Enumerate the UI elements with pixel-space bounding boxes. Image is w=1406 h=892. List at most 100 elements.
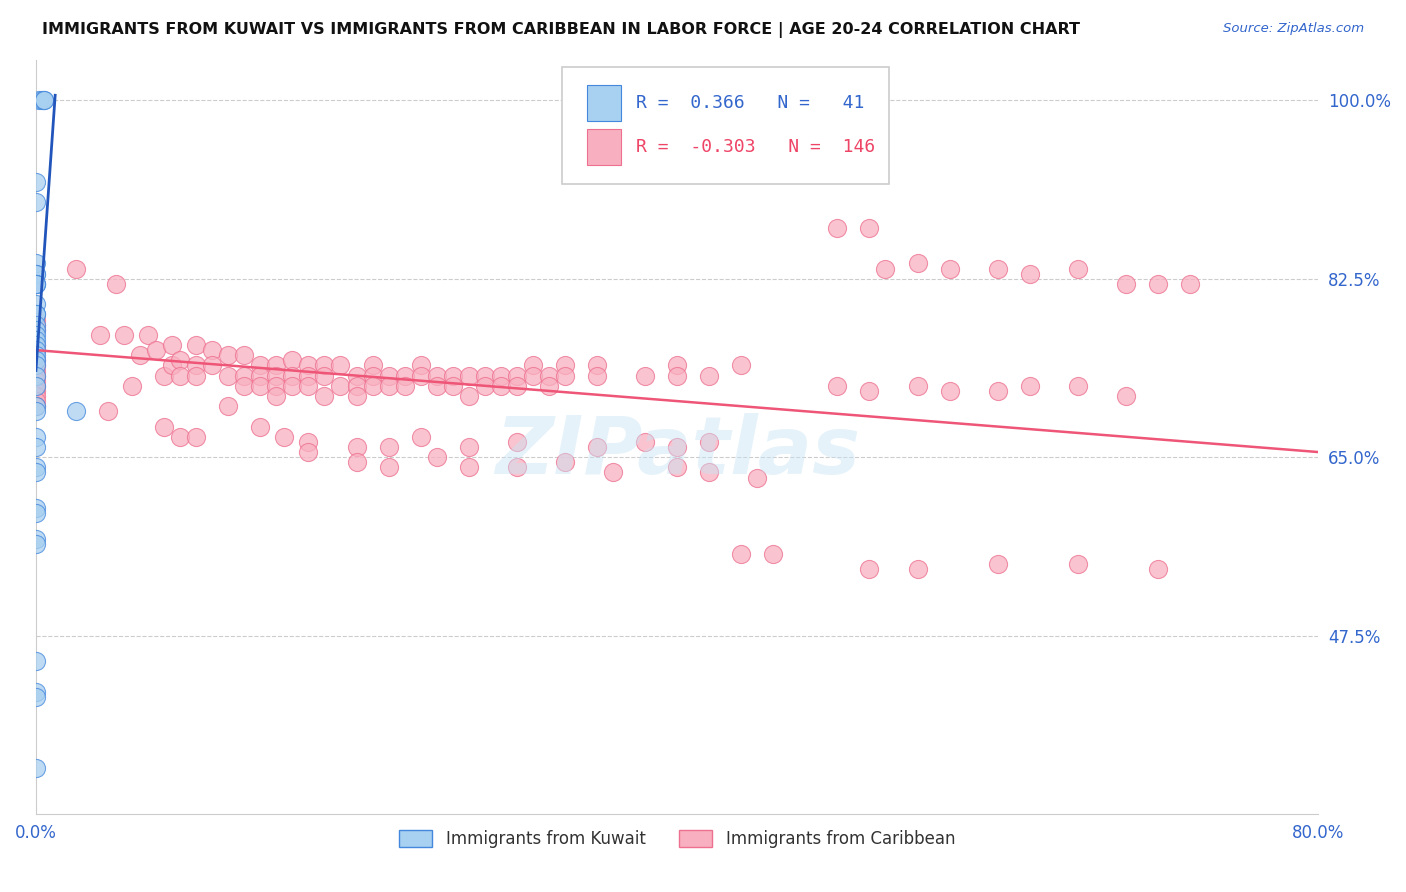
- Point: [907, 562, 929, 576]
- Point: [25, 359, 48, 373]
- Point: [25, 368, 48, 383]
- Point: [25, 501, 48, 516]
- Point: [266, 368, 288, 383]
- Point: [730, 359, 752, 373]
- Point: [32, 94, 55, 108]
- Point: [25, 338, 48, 352]
- Point: [1018, 267, 1040, 281]
- Point: [25, 297, 48, 311]
- Point: [346, 440, 368, 454]
- Point: [25, 466, 48, 480]
- Point: [827, 220, 849, 235]
- Point: [1018, 379, 1040, 393]
- Point: [377, 379, 399, 393]
- Point: [1115, 389, 1137, 403]
- Point: [666, 440, 689, 454]
- Point: [160, 338, 183, 352]
- Point: [297, 434, 319, 449]
- Point: [1067, 261, 1090, 276]
- Point: [474, 368, 496, 383]
- Point: [441, 368, 464, 383]
- Point: [89, 327, 111, 342]
- Point: [25, 654, 48, 668]
- Point: [169, 430, 191, 444]
- Point: [377, 460, 399, 475]
- Point: [25, 359, 48, 373]
- Point: [25, 312, 48, 326]
- Point: [25, 277, 48, 291]
- Point: [554, 455, 576, 469]
- Point: [153, 368, 176, 383]
- Point: [65, 404, 87, 418]
- Point: [554, 368, 576, 383]
- Point: [25, 327, 48, 342]
- Point: [1067, 379, 1090, 393]
- Text: IMMIGRANTS FROM KUWAIT VS IMMIGRANTS FROM CARIBBEAN IN LABOR FORCE | AGE 20-24 C: IMMIGRANTS FROM KUWAIT VS IMMIGRANTS FRO…: [42, 22, 1080, 38]
- Point: [129, 348, 152, 362]
- Point: [112, 327, 135, 342]
- Point: [457, 440, 479, 454]
- Point: [586, 368, 609, 383]
- Point: [586, 359, 609, 373]
- Point: [169, 368, 191, 383]
- Point: [25, 323, 48, 337]
- Point: [233, 348, 256, 362]
- Point: [233, 379, 256, 393]
- Point: [634, 434, 657, 449]
- Point: [25, 684, 48, 698]
- Point: [249, 379, 271, 393]
- FancyBboxPatch shape: [588, 129, 620, 165]
- Text: R =  -0.303   N =  146: R = -0.303 N = 146: [636, 138, 876, 156]
- Point: [25, 430, 48, 444]
- Point: [666, 460, 689, 475]
- Point: [25, 353, 48, 368]
- Point: [377, 440, 399, 454]
- Point: [634, 368, 657, 383]
- Point: [160, 359, 183, 373]
- Point: [394, 379, 416, 393]
- Point: [186, 368, 208, 383]
- Point: [169, 353, 191, 368]
- Point: [987, 384, 1010, 398]
- Point: [105, 277, 128, 291]
- Point: [121, 379, 143, 393]
- Point: [25, 379, 48, 393]
- Point: [201, 343, 224, 358]
- Point: [666, 359, 689, 373]
- Point: [217, 348, 239, 362]
- Point: [346, 379, 368, 393]
- Point: [457, 368, 479, 383]
- Point: [875, 261, 897, 276]
- Point: [506, 368, 529, 383]
- Point: [266, 389, 288, 403]
- Point: [537, 379, 560, 393]
- Point: [1147, 562, 1170, 576]
- Point: [25, 333, 48, 347]
- Point: [1147, 277, 1170, 291]
- Point: [25, 308, 48, 322]
- Point: [489, 379, 512, 393]
- Point: [987, 557, 1010, 571]
- Point: [297, 368, 319, 383]
- Point: [25, 374, 48, 388]
- Text: R =  0.366   N =   41: R = 0.366 N = 41: [636, 95, 865, 112]
- Point: [25, 399, 48, 413]
- Point: [697, 368, 720, 383]
- Point: [426, 368, 449, 383]
- FancyBboxPatch shape: [562, 67, 889, 184]
- Point: [266, 379, 288, 393]
- Point: [201, 359, 224, 373]
- Point: [273, 430, 295, 444]
- Point: [25, 318, 48, 332]
- Point: [25, 267, 48, 281]
- Point: [25, 353, 48, 368]
- Point: [145, 343, 167, 358]
- Point: [361, 379, 384, 393]
- Point: [25, 389, 48, 403]
- Point: [25, 343, 48, 358]
- Point: [907, 379, 929, 393]
- Point: [697, 434, 720, 449]
- Point: [25, 343, 48, 358]
- Point: [730, 547, 752, 561]
- Point: [25, 440, 48, 454]
